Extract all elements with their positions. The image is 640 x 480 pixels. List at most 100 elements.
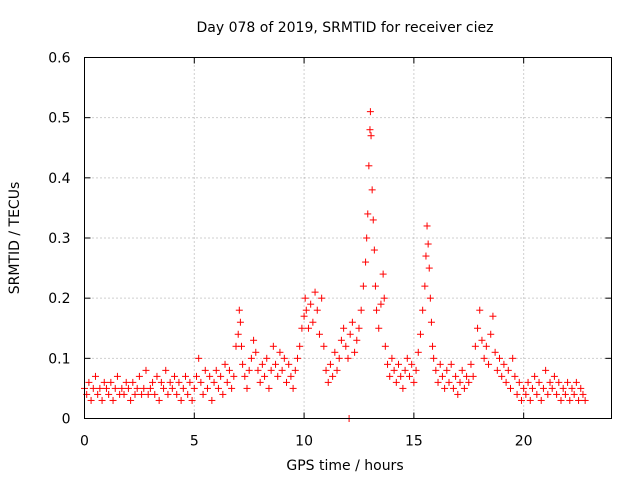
data-point xyxy=(454,390,462,398)
data-point xyxy=(171,372,179,380)
data-point xyxy=(337,336,345,344)
data-point xyxy=(373,306,381,314)
data-point xyxy=(568,384,576,392)
data-point xyxy=(250,336,258,344)
data-point xyxy=(228,384,236,392)
data-point xyxy=(570,390,578,398)
data-point xyxy=(238,342,246,350)
grid-layer xyxy=(84,57,612,419)
y-tick-label: 0 xyxy=(62,412,71,428)
data-point xyxy=(369,216,377,224)
data-point xyxy=(333,366,341,374)
data-point xyxy=(326,360,334,368)
data-point xyxy=(384,360,392,368)
data-point xyxy=(342,342,350,350)
data-point xyxy=(489,312,497,320)
data-point xyxy=(366,108,374,116)
data-point xyxy=(537,396,545,404)
data-point xyxy=(522,390,530,398)
data-point xyxy=(535,378,543,386)
data-point xyxy=(89,384,97,392)
data-point xyxy=(247,354,255,362)
data-point xyxy=(386,372,394,380)
data-point xyxy=(422,252,430,260)
data-point xyxy=(100,378,108,386)
data-point xyxy=(517,396,525,404)
data-point xyxy=(208,396,216,404)
data-point xyxy=(357,306,365,314)
data-point xyxy=(195,354,203,362)
data-point xyxy=(449,384,457,392)
data-point xyxy=(236,318,244,326)
data-point xyxy=(118,384,126,392)
y-tick-label: 0.3 xyxy=(48,231,70,247)
data-point xyxy=(424,240,432,248)
data-point xyxy=(359,282,367,290)
data-point xyxy=(140,384,148,392)
data-point xyxy=(245,366,253,374)
data-point xyxy=(179,384,187,392)
data-point xyxy=(96,384,104,392)
data-point xyxy=(474,324,482,332)
data-point xyxy=(107,378,115,386)
data-point xyxy=(304,324,312,332)
data-point xyxy=(377,300,385,308)
data-point xyxy=(131,390,139,398)
data-point xyxy=(285,360,293,368)
data-point xyxy=(445,378,453,386)
data-point xyxy=(301,294,309,302)
data-point xyxy=(476,306,484,314)
data-point xyxy=(438,372,446,380)
data-point xyxy=(363,234,371,242)
data-point xyxy=(436,360,444,368)
data-point xyxy=(575,396,583,404)
data-point xyxy=(456,378,464,386)
data-point xyxy=(566,396,574,404)
data-point xyxy=(214,384,222,392)
data-point xyxy=(164,390,172,398)
data-point xyxy=(408,360,416,368)
y-tick-label: 0.6 xyxy=(48,51,70,67)
data-point xyxy=(370,246,378,254)
data-point xyxy=(192,372,200,380)
data-point xyxy=(186,378,194,386)
data-point xyxy=(528,384,536,392)
data-point xyxy=(235,306,243,314)
data-point xyxy=(122,378,130,386)
data-point xyxy=(219,390,227,398)
data-point xyxy=(287,372,295,380)
data-point xyxy=(397,372,405,380)
x-axis-label: GPS time / hours xyxy=(286,458,403,474)
data-point xyxy=(381,342,389,350)
data-point xyxy=(335,354,343,362)
data-point xyxy=(283,378,291,386)
data-point xyxy=(177,396,185,404)
data-point xyxy=(579,390,587,398)
data-point xyxy=(362,258,370,266)
data-point xyxy=(296,342,304,350)
data-point xyxy=(87,396,95,404)
data-point xyxy=(184,390,192,398)
data-point xyxy=(243,384,251,392)
data-point xyxy=(515,378,523,386)
data-point xyxy=(364,210,372,218)
data-point xyxy=(175,378,183,386)
data-point xyxy=(254,366,262,374)
data-point xyxy=(542,366,550,374)
data-point xyxy=(142,366,150,374)
data-point xyxy=(348,318,356,326)
x-tick-label: 15 xyxy=(405,434,423,450)
data-point xyxy=(401,366,409,374)
data-point xyxy=(410,378,418,386)
data-point xyxy=(432,366,440,374)
data-point xyxy=(252,348,260,356)
data-point xyxy=(217,372,225,380)
data-point xyxy=(458,366,466,374)
data-point xyxy=(434,378,442,386)
data-point xyxy=(553,390,561,398)
data-point xyxy=(166,378,174,386)
data-point xyxy=(430,354,438,362)
data-point xyxy=(188,396,196,404)
data-point xyxy=(311,288,319,296)
